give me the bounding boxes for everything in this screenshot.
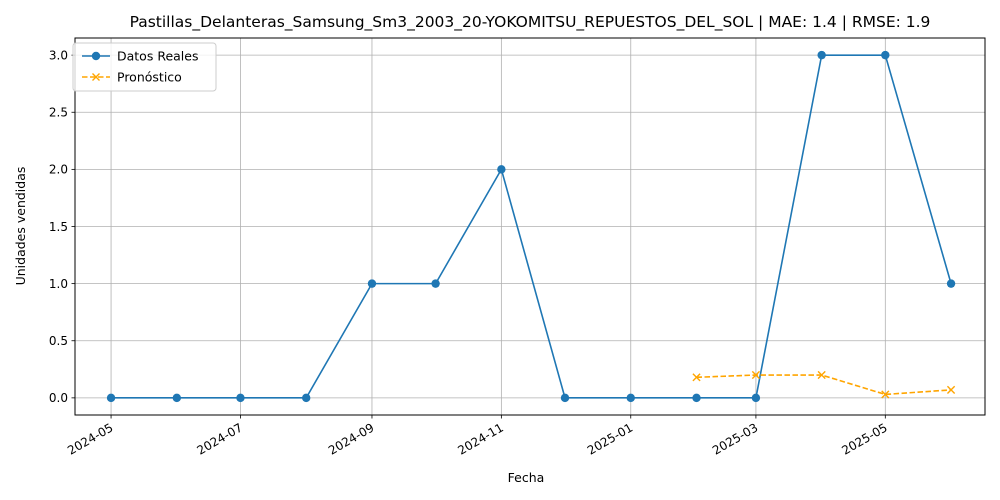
data-point-pronostico [881,390,890,399]
grid-lines [75,38,985,415]
data-point-datos-reales [626,393,635,403]
data-point-datos-reales [946,279,956,288]
data-point-datos-reales [172,393,182,403]
data-point-datos-reales [497,165,506,174]
plot-area [74,37,986,416]
legend-box [72,42,217,92]
data-point-datos-reales [560,393,570,403]
data-point-datos-reales [431,279,440,288]
data-point-datos-reales [106,393,116,403]
data-point-pronostico [817,370,826,380]
legend-label-pronostico: Pronóstico [117,70,182,85]
data-point-datos-reales [236,393,245,403]
y-tick-label: 1.5 [49,220,68,234]
y-tick-label: 2.0 [49,163,68,177]
legend: Datos Reales Pronóstico [72,42,217,92]
data-point-pronostico [946,385,956,394]
data-point-datos-reales [751,393,761,403]
series-line-datos-reales [111,54,952,399]
y-tick-label: 0.5 [49,334,68,348]
legend-label-datos-reales: Datos Reales [117,49,198,64]
x-axis-label: Fecha [508,470,545,485]
y-tick-label: 2.5 [49,106,68,120]
chart-title: Pastillas_Delanteras_Samsung_Sm3_2003_20… [130,13,931,32]
series-layer [106,50,956,403]
legend-marker-datos-reales [91,51,101,61]
legend-marker-pronostico [92,73,100,81]
data-point-datos-reales [367,279,377,288]
y-tick-label: 1.0 [49,277,68,291]
y-axis-label: Unidades vendidas [13,167,28,286]
y-tick-label: 3.0 [49,48,68,62]
data-point-datos-reales [881,50,890,60]
data-point-datos-reales [817,50,826,60]
data-point-datos-reales [302,393,311,403]
data-point-pronostico [751,370,761,380]
y-tick-label: 0.0 [49,391,68,405]
data-point-datos-reales [692,393,701,403]
data-point-pronostico [692,373,701,382]
